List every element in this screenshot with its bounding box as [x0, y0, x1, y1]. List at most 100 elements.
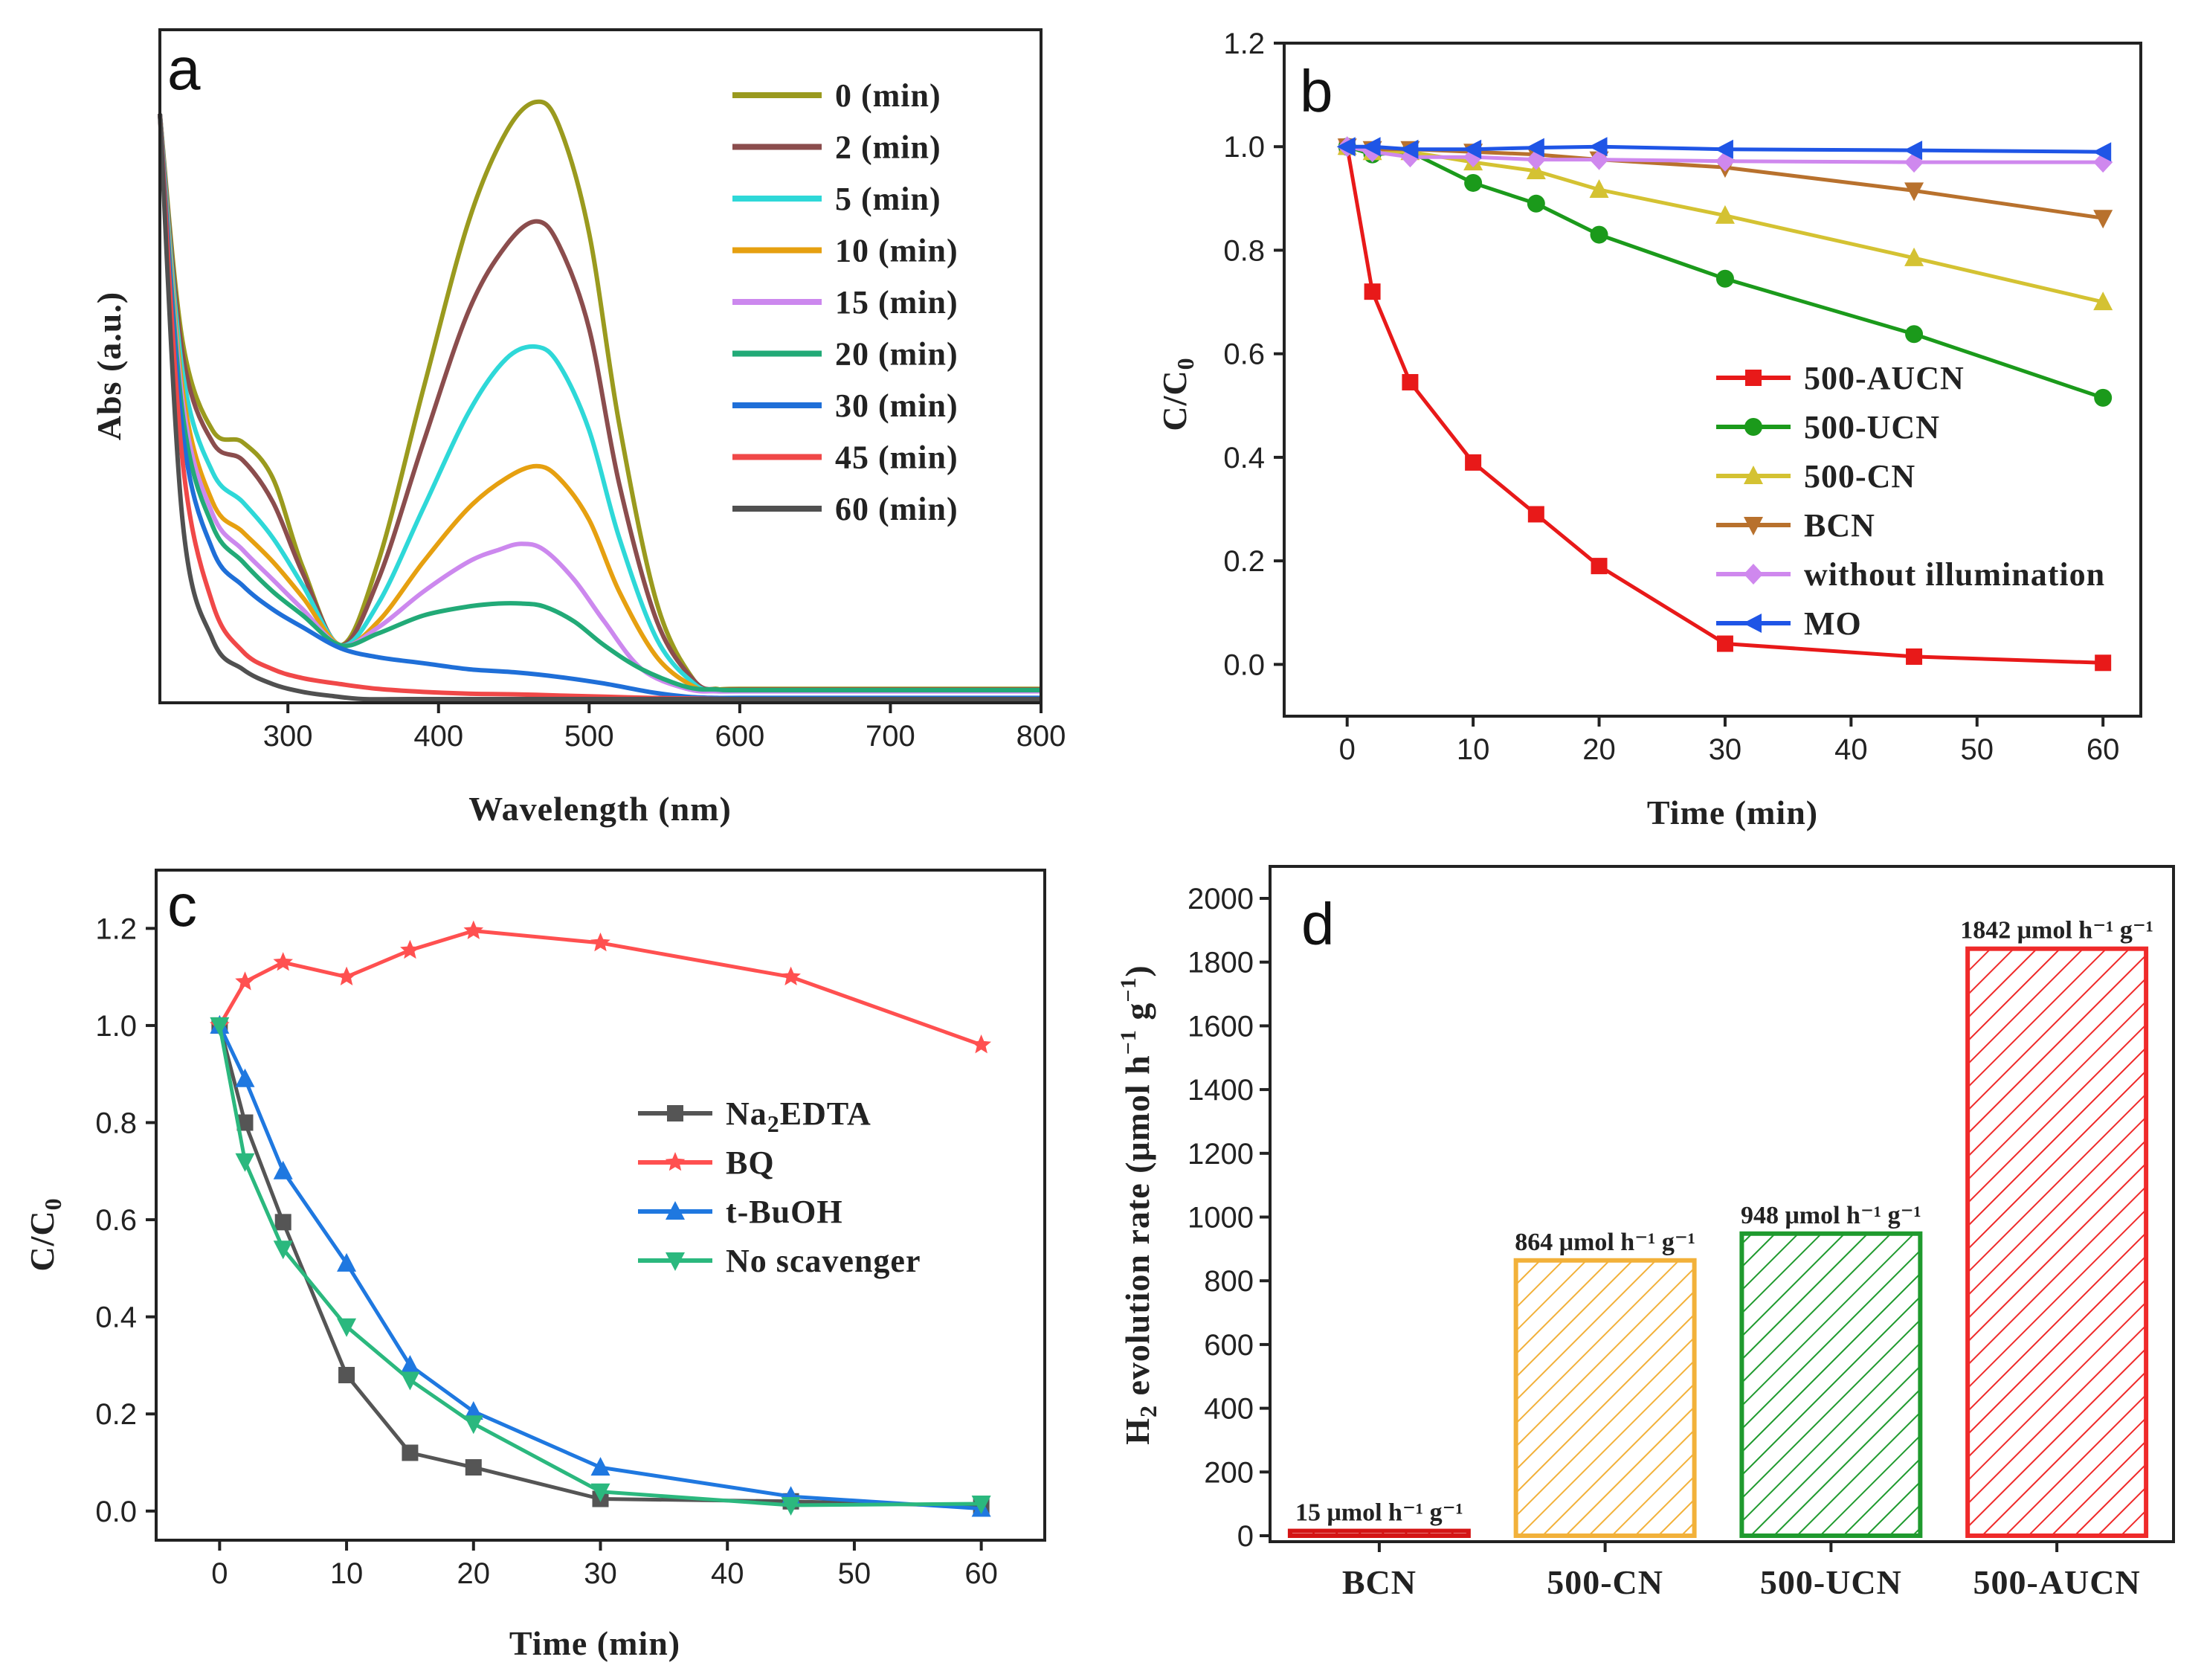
panel-c-legend-marker-0 [667, 1105, 683, 1121]
panel-c-series-0-point-5 [465, 1459, 482, 1476]
panel-d-y-tick-label: 1400 [1188, 1074, 1254, 1107]
panel-a-legend-label-1: 2 (min) [835, 129, 941, 166]
panel-d-y-tick-label: 1000 [1188, 1202, 1254, 1235]
panel-b-series-1-point-5 [1590, 225, 1608, 244]
panel-c-x-tick-label: 20 [457, 1557, 491, 1590]
panel-b-x-tick-label: 30 [1709, 733, 1742, 766]
panel-c-y-tick-label: 0.0 [95, 1496, 137, 1528]
panel-c-y-tick-label: 0.6 [95, 1204, 137, 1237]
panel-a-label: a [167, 36, 201, 102]
panel-d-bar-1 [1513, 1258, 1697, 1538]
panel-c-x-tick-label: 30 [584, 1557, 617, 1590]
panel-d-y-ticks: 0 200 400 600 800 1000 1200 1400 1600 1800 2000 [1188, 883, 1270, 1553]
panel-a-legend-label-3: 10 (min) [835, 233, 958, 269]
panel-b-legend-marker-4 [1744, 564, 1763, 585]
panel-d-category-label-1: 500-CN [1547, 1563, 1663, 1601]
panel-d-y-tick-label: 2000 [1188, 883, 1254, 915]
panel-b-series-0-point-5 [1591, 558, 1608, 575]
panel-b-series-0-point-8 [2095, 654, 2112, 672]
panel-c-legend: Na2EDTA BQ t-BuOH No scavenger [638, 1095, 921, 1279]
panel-c-series-3-point-8 [971, 1496, 991, 1515]
panel-d-plot-area: 15 μmol h⁻¹ g⁻¹ 864 μmol h⁻¹ g⁻¹ 948 μmol … [1287, 917, 2153, 1539]
panel-c-series-3-point-3 [337, 1318, 357, 1337]
panel-c-y-axis-label: C/C0 [23, 1197, 66, 1271]
panel-a-x-tick-label: 400 [413, 720, 463, 753]
panel-b-x-tick-label: 40 [1834, 733, 1868, 766]
panel-b-label: b [1300, 58, 1333, 124]
panel-c-series-3-point-1 [235, 1153, 255, 1172]
panel-d-y-tick-label: 0 [1237, 1520, 1254, 1553]
panel-b-x-axis-label: Time (min) [1647, 794, 1818, 831]
panel-c-series-3-point-4 [400, 1371, 420, 1391]
panel-c-series-1-point-6 [590, 932, 610, 952]
panel-d-y-tick-label: 200 [1204, 1456, 1254, 1489]
panel-d-chart: 15 μmol h⁻¹ g⁻¹ 864 μmol h⁻¹ g⁻¹ 948 μmol … [1116, 865, 2175, 1601]
panel-b-x-ticks: 0 10 20 30 40 50 60 [1339, 716, 2119, 766]
panel-a-x-tick-label: 600 [715, 720, 764, 753]
panel-c-series-1-point-8 [971, 1034, 991, 1054]
panel-a-x-tick-label: 700 [866, 720, 915, 753]
panel-b-series-2-point-7 [1904, 247, 1924, 266]
panel-b-legend-marker-0 [1745, 370, 1762, 386]
panel-d-y-tick-label: 1600 [1188, 1010, 1254, 1043]
panel-b-series-0-point-3 [1465, 454, 1482, 471]
panel-b-series-5-point-4 [1525, 138, 1544, 158]
panel-a-x-tick-label: 800 [1016, 720, 1066, 753]
panel-c-legend-marker-1 [665, 1152, 686, 1171]
panel-b-series-5-point-8 [2092, 142, 2112, 162]
panel-c-x-axis-label: Time (min) [509, 1624, 680, 1662]
panel-c-series-1-point-4 [400, 939, 420, 959]
panel-c-plot-area [210, 920, 991, 1517]
panel-b-y-tick-label: 0.0 [1223, 648, 1265, 681]
panel-c-series-2-point-2 [273, 1160, 293, 1179]
panel-b-legend-marker-1 [1744, 418, 1762, 436]
panel-b-series-5-point-1 [1362, 137, 1381, 157]
panel-c-series-2-point-3 [337, 1252, 357, 1272]
panel-d-bar-2 [1739, 1231, 1923, 1538]
panel-c-y-tick-label: 0.8 [95, 1107, 137, 1140]
panel-c-x-ticks: 0 10 20 30 40 50 60 [211, 1540, 998, 1590]
panel-b-plot-area [1336, 136, 2113, 672]
panel-a-plot-area [158, 99, 1042, 702]
panel-d-y-tick-label: 800 [1204, 1265, 1254, 1298]
panel-b-chart: b Time (min) C/C0 0 10 20 30 40 50 60 0.00.20.… [1156, 28, 2142, 831]
panel-d-frame [1269, 865, 2175, 1543]
panel-a-series-line-8 [158, 113, 1041, 702]
panel-b-series-0-point-2 [1402, 373, 1419, 390]
panel-b-legend-marker-2 [1744, 466, 1763, 484]
panel-b-series-1-point-6 [1715, 269, 1734, 288]
panel-a-y-axis-label: Abs (a.u.) [90, 292, 128, 440]
panel-b-series-1-point-8 [2094, 388, 2113, 407]
panel-c-legend-marker-3 [666, 1252, 685, 1271]
panel-c-series-3-point-5 [463, 1415, 483, 1435]
panel-b-legend-label-5: MO [1804, 605, 1862, 642]
panel-b-series-0-point-6 [1716, 635, 1733, 652]
panel-c-series-0-point-4 [402, 1444, 419, 1461]
panel-b-y-tick-label: 1.0 [1223, 131, 1265, 164]
panel-b-legend-marker-3 [1744, 517, 1763, 535]
panel-b-series-5-point-6 [1714, 139, 1733, 159]
panel-a-legend-label-6: 30 (min) [835, 387, 958, 424]
panel-c-series-1-point-3 [336, 966, 357, 985]
panel-d-y-axis-label: H2 evolution rate (μmol h−1 g−1) [1116, 965, 1161, 1445]
panel-d-category-label-2: 500-UCN [1760, 1563, 1902, 1601]
panel-b-series-5-point-2 [1399, 139, 1419, 159]
panel-b-series-1-point-7 [1905, 325, 1924, 344]
panel-d-bar-value-label-1: 864 μmol h⁻¹ g⁻¹ [1515, 1229, 1695, 1256]
panel-b-series-1-point-4 [1527, 194, 1545, 213]
panel-c-series-2-point-4 [400, 1354, 420, 1374]
panel-d-bar-value-label-3: 1842 μmol h⁻¹ g⁻¹ [1960, 917, 2153, 944]
panel-b-series-0-point-4 [1527, 506, 1544, 523]
panel-b-y-tick-label: 0.4 [1223, 442, 1265, 474]
panel-b-legend-label-0: 500-AUCN [1804, 360, 1965, 396]
panel-b-series-5-point-0 [1336, 137, 1356, 157]
panel-c-series-0-point-2 [274, 1214, 291, 1231]
panel-d-category-label-3: 500-AUCN [1973, 1563, 2141, 1601]
panel-d-y-tick-label: 1800 [1188, 947, 1254, 979]
panel-b-legend-label-1: 500-UCN [1804, 409, 1940, 445]
panel-c-x-tick-label: 60 [964, 1557, 998, 1590]
panel-d-bar-0 [1287, 1528, 1471, 1539]
panel-a-legend-label-5: 20 (min) [835, 336, 958, 373]
panel-b-series-0-point-1 [1364, 283, 1381, 300]
